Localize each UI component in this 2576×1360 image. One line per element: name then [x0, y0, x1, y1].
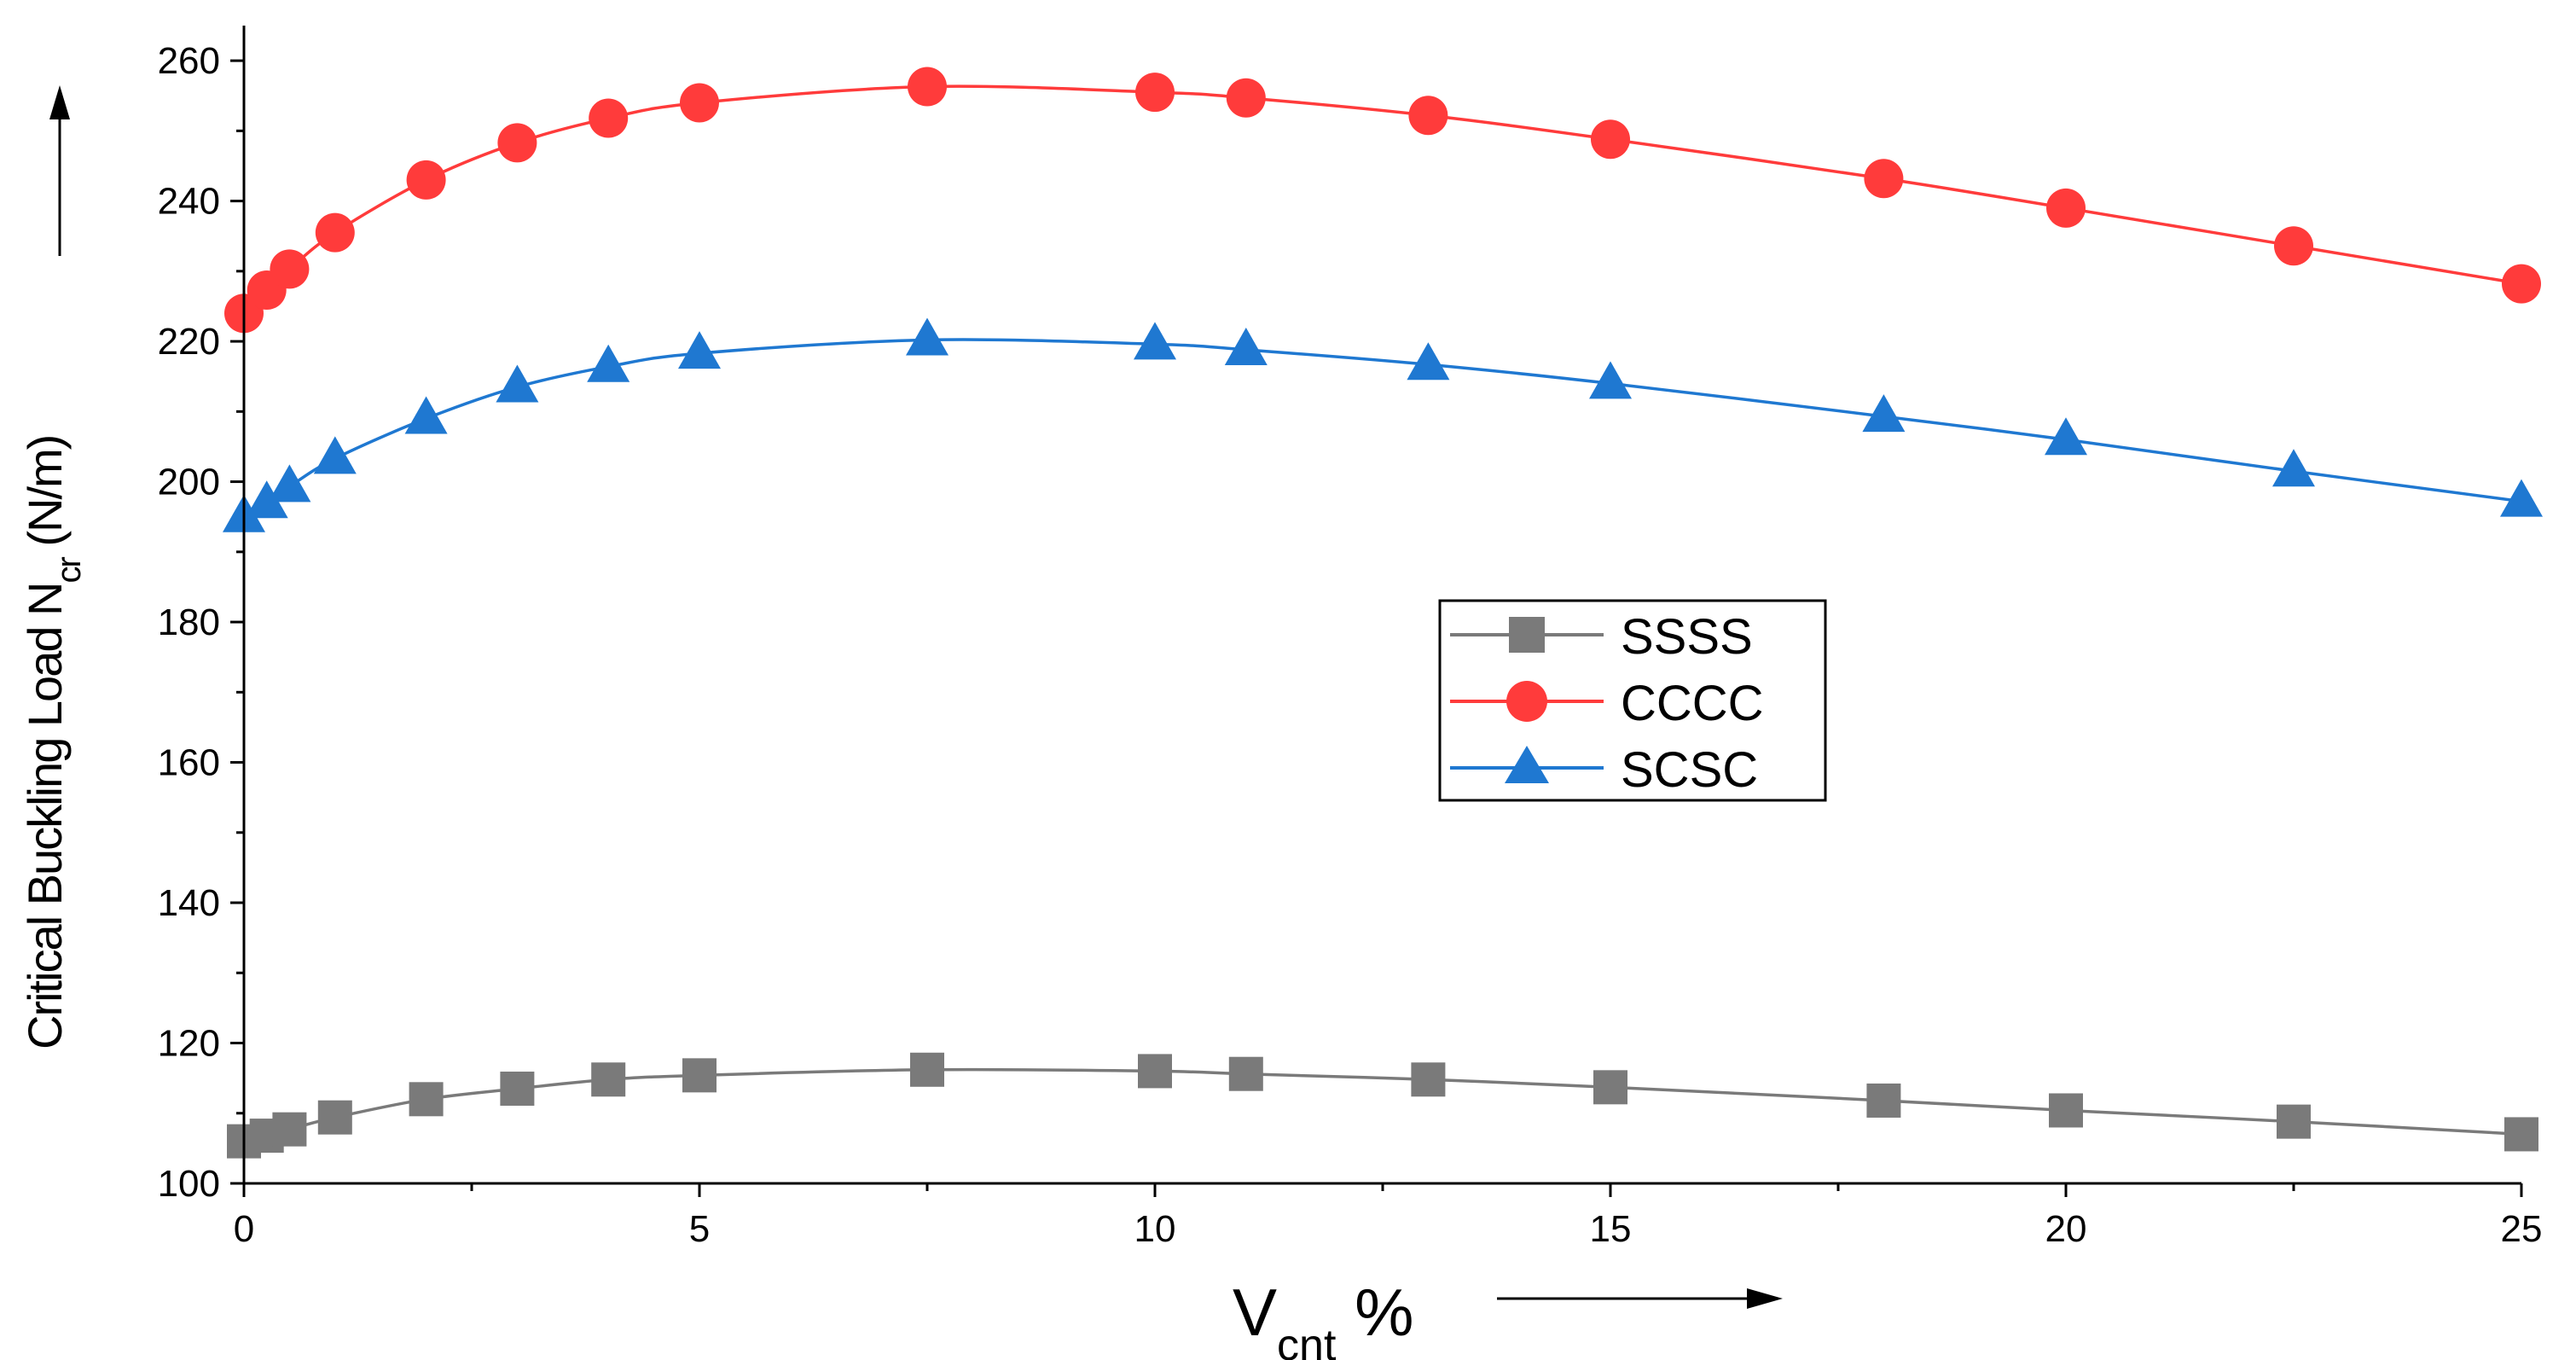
y-tick-label: 100 — [158, 1163, 220, 1205]
y-axis-arrow-head — [49, 85, 70, 119]
series-line-ssss — [243, 1067, 2522, 1143]
data-point-cccc — [1591, 119, 1630, 160]
legend-label-scsc: SCSC — [1621, 742, 1758, 798]
legend-entry-cccc: CCCC — [1450, 676, 1764, 731]
x-axis-title: Vcnt % — [1233, 1275, 1413, 1360]
data-point-ssss — [1411, 1062, 1446, 1097]
x-axis-title-sub: cnt — [1277, 1321, 1337, 1360]
data-point-ssss — [2049, 1093, 2083, 1128]
data-point-scsc — [1224, 327, 1268, 365]
data-point-cccc — [908, 67, 947, 107]
y-tick-label: 180 — [158, 602, 220, 643]
data-point-scsc — [1407, 342, 1450, 381]
legend-label-cccc: CCCC — [1621, 676, 1764, 731]
data-point-scsc — [313, 436, 357, 474]
data-point-cccc — [270, 249, 310, 289]
data-point-ssss — [591, 1062, 626, 1097]
data-point-scsc — [1862, 394, 1906, 433]
plot-lines — [242, 84, 2522, 1143]
legend-label-ssss: SSSS — [1621, 609, 1753, 665]
data-point-scsc — [245, 480, 288, 519]
x-tick-label: 0 — [234, 1208, 254, 1250]
series-line-cccc — [242, 84, 2522, 315]
data-point-ssss — [682, 1058, 717, 1093]
y-tick-label: 160 — [158, 742, 220, 784]
y-tick-label: 220 — [158, 321, 220, 363]
x-tick-label: 5 — [689, 1208, 710, 1250]
data-point-ssss — [409, 1082, 444, 1117]
data-point-scsc — [587, 344, 630, 382]
plot-markers — [223, 67, 2543, 1159]
data-point-ssss — [1228, 1056, 1263, 1091]
data-point-cccc — [680, 83, 719, 123]
data-point-cccc — [315, 212, 355, 253]
data-point-cccc — [1135, 73, 1175, 113]
data-point-ssss — [2504, 1117, 2538, 1152]
legend-marker-cccc — [1506, 681, 1547, 722]
legend-marker-ssss — [1509, 617, 1545, 653]
data-point-ssss — [1138, 1054, 1172, 1089]
x-axis-title-suffix: % — [1336, 1275, 1413, 1350]
data-point-ssss — [1866, 1083, 1901, 1118]
data-point-scsc — [2500, 479, 2543, 517]
y-axis-title-suffix: (N/m) — [18, 436, 72, 559]
data-point-cccc — [1226, 78, 1266, 118]
y-axis-title-main: Critical Buckling Load N — [18, 584, 72, 1049]
y-tick-label: 260 — [158, 40, 220, 82]
series-line-scsc — [243, 338, 2522, 519]
data-point-scsc — [906, 317, 949, 356]
x-axis-title-main: V — [1233, 1275, 1277, 1350]
data-point-cccc — [497, 123, 537, 163]
data-point-cccc — [406, 160, 446, 200]
x-tick-label: 10 — [1134, 1208, 1176, 1250]
x-tick-label: 20 — [2045, 1208, 2087, 1250]
data-point-scsc — [1589, 361, 1632, 399]
data-point-cccc — [1864, 159, 1904, 199]
data-point-ssss — [500, 1071, 535, 1106]
data-point-scsc — [268, 464, 311, 503]
data-point-cccc — [1408, 96, 1448, 136]
legend-marker-scsc — [1505, 746, 1549, 783]
x-tick-label: 25 — [2501, 1208, 2543, 1250]
data-point-scsc — [1134, 322, 1176, 360]
data-point-cccc — [589, 98, 629, 138]
data-point-ssss — [2277, 1104, 2311, 1139]
data-point-cccc — [2046, 188, 2086, 228]
y-tick-label: 200 — [158, 462, 220, 503]
legend-entry-scsc: SCSC — [1450, 742, 1758, 798]
data-point-cccc — [2502, 264, 2541, 304]
x-tick-label: 15 — [1590, 1208, 1632, 1250]
data-point-scsc — [2045, 417, 2087, 456]
data-point-ssss — [272, 1112, 307, 1147]
y-tick-label: 120 — [158, 1023, 220, 1065]
y-tick-label: 240 — [158, 181, 220, 223]
legend: SSSS CCCC SCSC — [1438, 599, 1827, 802]
legend-entry-ssss: SSSS — [1450, 609, 1753, 665]
data-point-ssss — [317, 1100, 352, 1135]
data-point-cccc — [2274, 226, 2313, 266]
data-point-ssss — [1593, 1070, 1627, 1105]
axes — [242, 26, 2521, 1185]
data-point-scsc — [404, 396, 448, 434]
x-axis-arrow-head — [1747, 1288, 1783, 1309]
data-point-ssss — [910, 1052, 944, 1087]
data-point-scsc — [678, 331, 721, 369]
y-axis-title: Critical Buckling Load Ncr (N/m) — [18, 436, 88, 1049]
y-axis-title-sub: cr — [50, 557, 88, 584]
y-tick-label: 140 — [158, 882, 220, 924]
ticks: 0 5 10 15 20 25 100 120 140 160 180 200 220 240 260 — [158, 40, 2543, 1250]
data-point-scsc — [496, 364, 539, 403]
data-point-scsc — [2272, 449, 2315, 487]
